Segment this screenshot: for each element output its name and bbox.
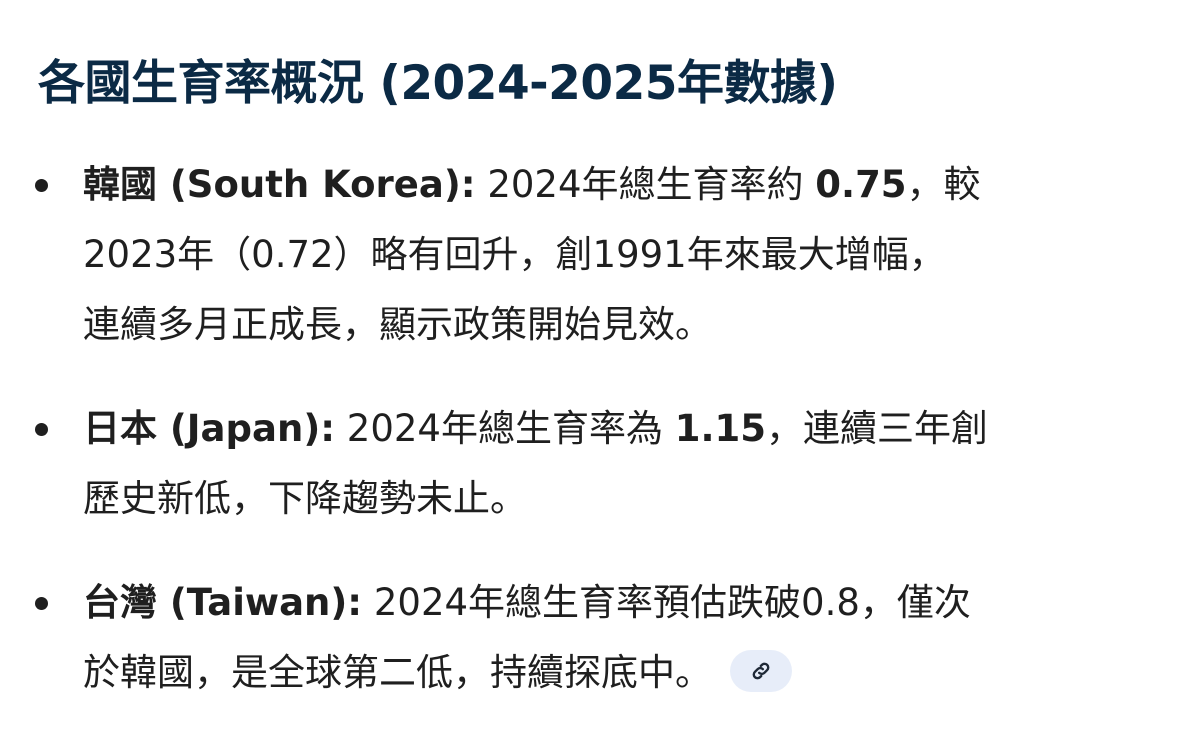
bold-text: 韓國 (South Korea): <box>83 163 476 206</box>
bullet-icon <box>35 179 48 192</box>
text: 2024年總生育率預估跌破0.8，僅次 <box>362 581 971 624</box>
text-line: 歷史新低，下降趨勢未止。 <box>83 464 1200 534</box>
bold-text: 0.75 <box>815 163 907 206</box>
section-title: 各國生育率概況 (2024-2025年數據) <box>38 56 838 111</box>
text: ，較 <box>906 163 981 206</box>
text-line: 2023年（0.72）略有回升，創1991年來最大增幅， <box>83 220 1200 290</box>
bold-text: 1.15 <box>674 407 767 450</box>
text-line: 日本 (Japan): 2024年總生育率為 1.15，連續三年創 <box>83 394 1200 464</box>
text: 於韓國，是全球第二低，持續探底中。 <box>83 651 712 694</box>
text: 2023年（0.72）略有回升，創1991年來最大增幅， <box>83 233 946 276</box>
list-item: 日本 (Japan): 2024年總生育率為 1.15，連續三年創歷史新低，下降… <box>0 394 1200 534</box>
source-link-button[interactable] <box>730 649 792 692</box>
link-icon <box>752 662 770 679</box>
bold-text: 日本 (Japan): <box>83 407 336 450</box>
text: 歷史新低，下降趨勢未止。 <box>83 477 527 520</box>
text: 連續多月正成長，顯示政策開始見效。 <box>83 303 712 346</box>
text-line: 於韓國，是全球第二低，持續探底中。 <box>83 638 1200 708</box>
list-item: 台灣 (Taiwan): 2024年總生育率預估跌破0.8，僅次於韓國，是全球第… <box>0 568 1200 708</box>
bullet-icon <box>35 597 48 610</box>
text: ，連續三年創 <box>766 407 989 450</box>
fertility-rate-list: 韓國 (South Korea): 2024年總生育率約 0.75，較 2023年… <box>0 150 1200 742</box>
text-line: 台灣 (Taiwan): 2024年總生育率預估跌破0.8，僅次 <box>83 568 1200 638</box>
text-line: 連續多月正成長，顯示政策開始見效。 <box>83 290 1200 360</box>
text-line: 韓國 (South Korea): 2024年總生育率約 0.75，較 <box>83 150 1200 220</box>
bullet-icon <box>35 423 48 436</box>
text: 2024年總生育率為 <box>335 407 675 450</box>
text: 2024年總生育率約 <box>475 163 816 206</box>
bold-text: 台灣 (Taiwan): <box>83 581 363 624</box>
list-item: 韓國 (South Korea): 2024年總生育率約 0.75，較 2023年… <box>0 150 1200 360</box>
